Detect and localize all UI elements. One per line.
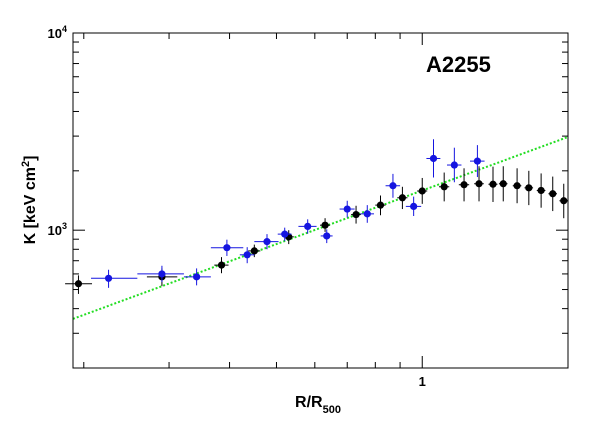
data-point — [65, 275, 93, 294]
y-tick-label: 103 — [48, 221, 67, 238]
data-point — [360, 205, 374, 223]
data-point — [474, 166, 484, 202]
plot-frame — [72, 32, 569, 369]
data-marker — [74, 280, 83, 288]
data-point — [548, 176, 557, 212]
y-axis-label: K [keV cm2] — [20, 156, 39, 245]
data-marker — [193, 273, 201, 281]
data-marker — [473, 157, 482, 165]
data-point — [137, 265, 184, 283]
data-point — [214, 257, 229, 274]
data-point — [512, 168, 522, 204]
data-marker — [440, 183, 448, 191]
data-marker — [323, 232, 331, 240]
series-1 — [65, 166, 568, 294]
data-point — [339, 200, 355, 218]
data-point — [210, 239, 244, 256]
data-marker — [389, 182, 397, 190]
data-point — [320, 218, 331, 232]
data-marker — [418, 187, 426, 195]
data-marker — [410, 202, 418, 210]
data-point — [524, 170, 534, 206]
data-marker — [450, 161, 458, 169]
data-marker — [499, 180, 507, 188]
data-marker — [363, 210, 371, 218]
data-marker — [537, 186, 545, 195]
data-marker — [217, 261, 226, 269]
data-marker — [281, 230, 289, 238]
data-point — [470, 145, 485, 178]
data-point — [405, 196, 422, 216]
data-marker — [460, 181, 468, 189]
data-point — [439, 172, 450, 202]
data-point — [385, 173, 401, 198]
data-points-layer — [65, 139, 568, 294]
data-marker — [263, 238, 271, 246]
y-axis-label-sup: 2 — [20, 161, 32, 167]
data-marker — [429, 154, 438, 163]
x-tick-labels: 1 — [419, 374, 426, 389]
data-point — [254, 234, 279, 250]
data-marker — [343, 205, 351, 213]
data-marker — [475, 180, 483, 188]
data-point — [447, 147, 462, 183]
data-marker — [489, 180, 497, 188]
chart-title: A2255 — [426, 52, 491, 77]
x-axis-label: R/R500 — [295, 394, 341, 416]
data-marker — [513, 182, 521, 190]
data-point — [498, 166, 508, 202]
data-point — [458, 168, 470, 202]
series-2 — [91, 139, 485, 288]
data-marker — [560, 197, 568, 205]
data-marker — [304, 222, 312, 231]
x-axis-label-main: R/R — [295, 394, 323, 411]
data-point — [559, 183, 568, 219]
data-marker — [549, 190, 557, 198]
data-point — [183, 268, 211, 286]
data-marker — [158, 270, 166, 278]
data-marker — [352, 210, 360, 219]
data-point — [536, 173, 546, 208]
data-point — [320, 229, 333, 244]
data-marker — [525, 184, 533, 192]
y-axis-label-main: K [keV cm — [22, 167, 39, 244]
data-point — [417, 177, 428, 204]
data-marker — [250, 247, 258, 255]
y-tick-labels: 103 104 — [48, 24, 67, 238]
data-marker — [376, 201, 385, 209]
data-marker — [243, 251, 251, 259]
data-point — [426, 139, 441, 178]
data-point — [397, 186, 408, 210]
data-point — [91, 269, 138, 288]
data-point — [277, 227, 292, 242]
y-tick-label: 104 — [48, 24, 67, 41]
x-axis-label-sub: 500 — [323, 404, 341, 416]
data-marker — [104, 274, 113, 282]
data-point — [351, 205, 361, 224]
data-marker — [223, 244, 231, 252]
data-marker — [398, 194, 406, 202]
data-marker — [321, 221, 329, 229]
x-tick-label: 1 — [419, 374, 426, 389]
data-point — [298, 219, 317, 234]
data-point — [375, 195, 386, 216]
data-point — [239, 247, 255, 264]
y-axis-label-end: ] — [22, 156, 39, 161]
data-point — [488, 166, 498, 202]
